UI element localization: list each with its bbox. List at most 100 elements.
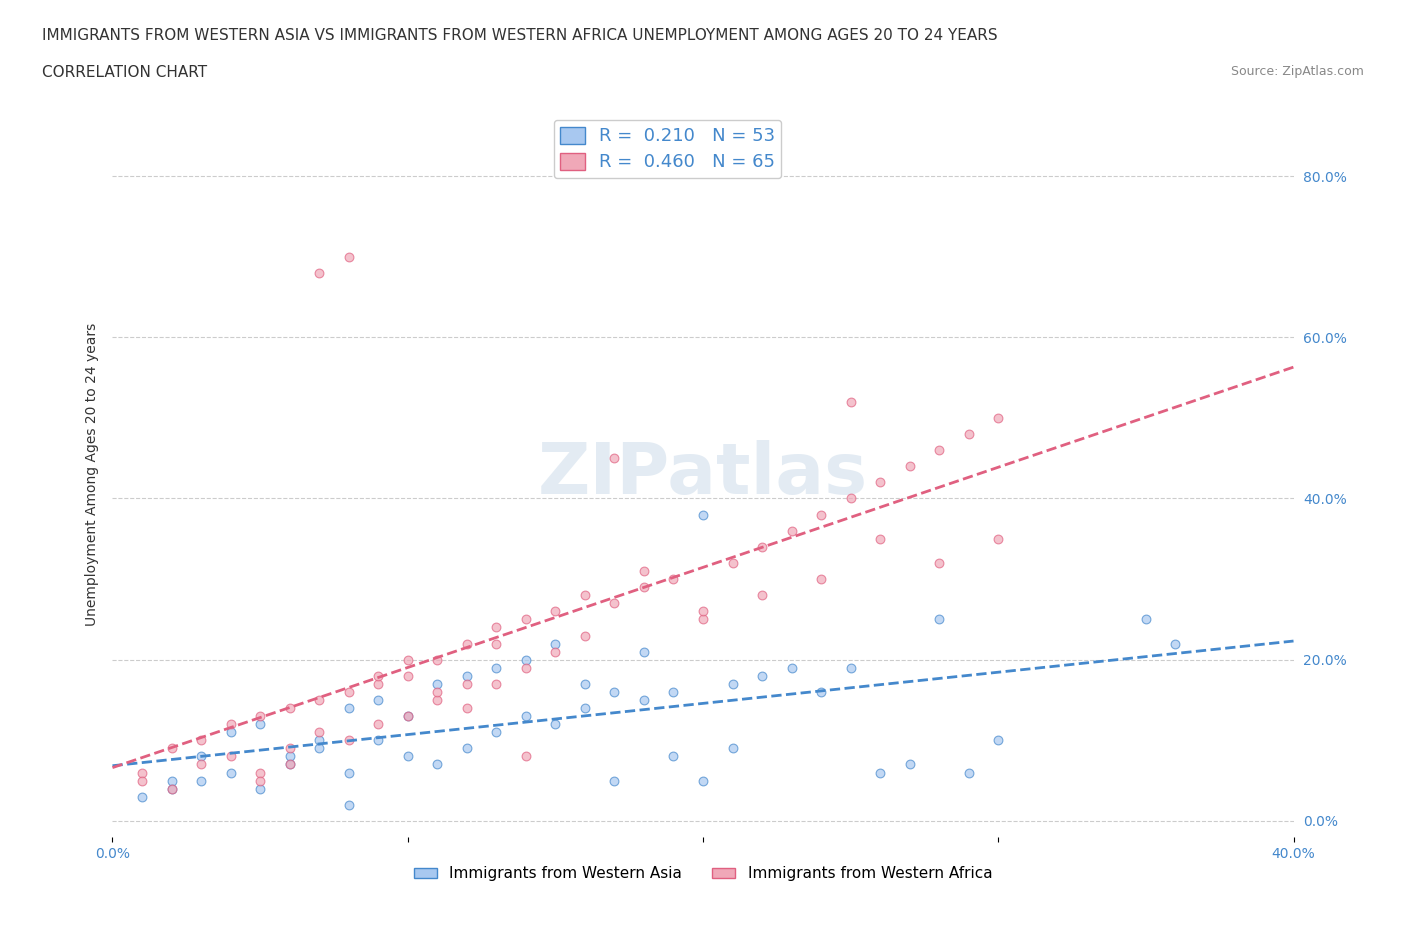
Point xyxy=(426,652,449,667)
Point xyxy=(249,765,271,780)
Point xyxy=(367,733,389,748)
Text: CORRELATION CHART: CORRELATION CHART xyxy=(42,65,207,80)
Point xyxy=(898,458,921,473)
Text: IMMIGRANTS FROM WESTERN ASIA VS IMMIGRANTS FROM WESTERN AFRICA UNEMPLOYMENT AMON: IMMIGRANTS FROM WESTERN ASIA VS IMMIGRAN… xyxy=(42,28,998,43)
Point xyxy=(456,636,478,651)
Point xyxy=(190,757,212,772)
Point xyxy=(219,765,242,780)
Point xyxy=(219,717,242,732)
Point xyxy=(574,588,596,603)
Point xyxy=(367,717,389,732)
Point xyxy=(278,741,301,756)
Point xyxy=(249,781,271,796)
Point xyxy=(544,644,567,659)
Point xyxy=(987,733,1010,748)
Point xyxy=(869,531,891,546)
Point xyxy=(869,475,891,490)
Point xyxy=(839,394,862,409)
Point xyxy=(869,765,891,780)
Point xyxy=(426,693,449,708)
Point xyxy=(692,612,714,627)
Point xyxy=(367,669,389,684)
Point xyxy=(692,604,714,618)
Point xyxy=(190,749,212,764)
Point xyxy=(308,265,330,280)
Point xyxy=(928,612,950,627)
Point xyxy=(249,717,271,732)
Point xyxy=(751,539,773,554)
Point xyxy=(574,628,596,643)
Point xyxy=(485,676,508,691)
Point xyxy=(396,709,419,724)
Point xyxy=(219,749,242,764)
Y-axis label: Unemployment Among Ages 20 to 24 years: Unemployment Among Ages 20 to 24 years xyxy=(84,323,98,626)
Point xyxy=(160,773,183,788)
Point xyxy=(456,676,478,691)
Point xyxy=(839,491,862,506)
Point xyxy=(278,757,301,772)
Point xyxy=(928,443,950,458)
Text: ZIPatlas: ZIPatlas xyxy=(538,440,868,509)
Point xyxy=(810,507,832,522)
Point xyxy=(515,652,537,667)
Point xyxy=(515,612,537,627)
Point xyxy=(780,660,803,675)
Point xyxy=(751,588,773,603)
Point xyxy=(131,765,153,780)
Point xyxy=(396,709,419,724)
Point xyxy=(485,620,508,635)
Point xyxy=(544,636,567,651)
Point xyxy=(249,773,271,788)
Point xyxy=(1135,612,1157,627)
Point xyxy=(308,733,330,748)
Point xyxy=(426,676,449,691)
Point xyxy=(633,579,655,594)
Point xyxy=(810,684,832,699)
Point xyxy=(810,572,832,587)
Point xyxy=(190,733,212,748)
Point xyxy=(928,555,950,570)
Point xyxy=(574,676,596,691)
Point xyxy=(898,757,921,772)
Point xyxy=(337,733,360,748)
Point xyxy=(160,781,183,796)
Point xyxy=(485,724,508,739)
Point xyxy=(337,765,360,780)
Point xyxy=(190,773,212,788)
Point xyxy=(515,709,537,724)
Point xyxy=(131,790,153,804)
Point xyxy=(456,669,478,684)
Point xyxy=(160,741,183,756)
Point xyxy=(662,572,685,587)
Text: Source: ZipAtlas.com: Source: ZipAtlas.com xyxy=(1230,65,1364,78)
Point xyxy=(987,410,1010,425)
Point xyxy=(278,700,301,715)
Point xyxy=(1164,636,1187,651)
Legend: Immigrants from Western Asia, Immigrants from Western Africa: Immigrants from Western Asia, Immigrants… xyxy=(408,860,998,887)
Point xyxy=(308,724,330,739)
Point xyxy=(751,669,773,684)
Point xyxy=(780,524,803,538)
Point xyxy=(131,773,153,788)
Point xyxy=(249,709,271,724)
Point xyxy=(219,724,242,739)
Point xyxy=(456,700,478,715)
Point xyxy=(574,700,596,715)
Point xyxy=(721,676,744,691)
Point xyxy=(367,676,389,691)
Point xyxy=(337,797,360,812)
Point xyxy=(544,717,567,732)
Point xyxy=(426,684,449,699)
Point xyxy=(485,660,508,675)
Point xyxy=(278,757,301,772)
Point xyxy=(633,644,655,659)
Point xyxy=(396,669,419,684)
Point xyxy=(633,564,655,578)
Point xyxy=(987,531,1010,546)
Point xyxy=(337,700,360,715)
Point xyxy=(426,757,449,772)
Point xyxy=(721,555,744,570)
Point xyxy=(692,507,714,522)
Point xyxy=(603,451,626,466)
Point xyxy=(396,749,419,764)
